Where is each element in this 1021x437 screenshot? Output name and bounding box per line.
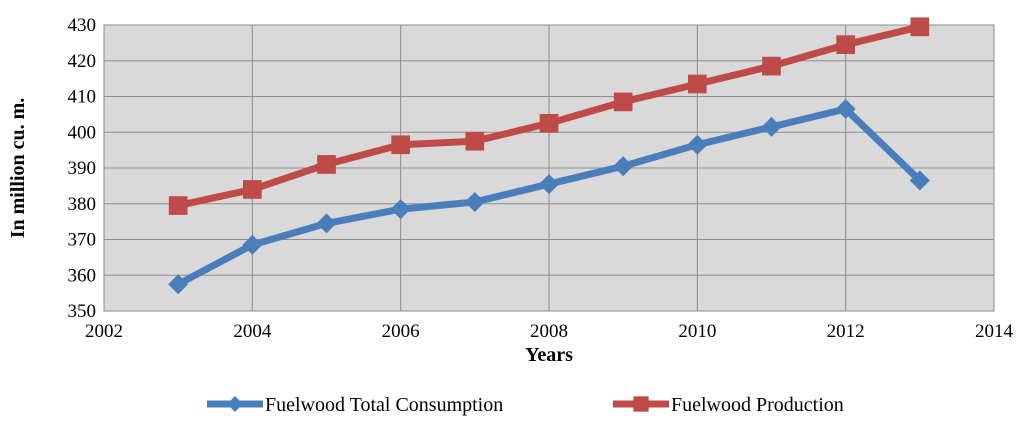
x-tick-label: 2006 xyxy=(382,321,420,342)
data-point xyxy=(909,170,930,191)
y-axis-ticks: 350 360 370 380 390 400 410 420 430 xyxy=(68,15,97,322)
data-point xyxy=(836,35,856,55)
legend: Fuelwood Total Consumption Fuelwood Produ… xyxy=(207,394,844,416)
data-point xyxy=(317,155,336,174)
data-point xyxy=(242,180,262,199)
data-point xyxy=(835,99,856,120)
data-point xyxy=(168,196,188,215)
y-tick-label: 360 xyxy=(68,265,97,286)
data-point xyxy=(613,156,634,177)
y-tick-label: 390 xyxy=(68,158,97,179)
data-point xyxy=(687,74,707,94)
y-tick-label: 380 xyxy=(68,194,97,215)
gridlines xyxy=(103,24,995,312)
y-tick-label: 430 xyxy=(68,15,97,36)
data-point xyxy=(242,234,263,255)
data-point xyxy=(465,131,485,151)
data-point xyxy=(910,17,930,37)
y-tick-label: 420 xyxy=(68,51,97,72)
y-tick-label: 350 xyxy=(68,301,97,322)
x-tick-label: 2008 xyxy=(530,321,568,342)
series-2 xyxy=(168,17,930,215)
data-point xyxy=(613,92,633,112)
x-axis-title: Years xyxy=(525,344,573,366)
data-point xyxy=(316,213,337,234)
x-tick-label: 2010 xyxy=(678,321,716,342)
data-point xyxy=(539,174,559,195)
series-1 xyxy=(168,99,930,295)
legend-item-1: Fuelwood Total Consumption xyxy=(207,394,503,416)
x-tick-label: 2014 xyxy=(975,321,1014,342)
x-tick-label: 2002 xyxy=(85,321,123,342)
x-tick-label: 2004 xyxy=(233,321,272,342)
data-point xyxy=(464,191,485,212)
legend-label: Fuelwood Total Consumption xyxy=(265,394,503,416)
data-point xyxy=(539,113,559,133)
legend-item-2: Fuelwood Production xyxy=(613,394,844,416)
x-axis-ticks: 2002 2004 2006 2008 2010 2012 2014 xyxy=(85,321,1014,342)
data-point xyxy=(227,396,243,412)
data-point xyxy=(761,116,782,137)
data-point xyxy=(391,135,411,155)
y-tick-label: 370 xyxy=(68,230,97,251)
y-tick-label: 400 xyxy=(68,122,97,143)
legend-label: Fuelwood Production xyxy=(671,394,844,416)
series-group xyxy=(168,17,930,295)
x-tick-label: 2012 xyxy=(827,321,865,342)
data-point xyxy=(633,396,649,412)
y-axis-title: In million cu. m. xyxy=(7,98,29,239)
y-tick-label: 410 xyxy=(68,87,97,108)
data-point xyxy=(168,274,189,295)
data-point xyxy=(687,134,708,155)
data-point xyxy=(762,56,781,76)
data-point xyxy=(390,199,411,220)
